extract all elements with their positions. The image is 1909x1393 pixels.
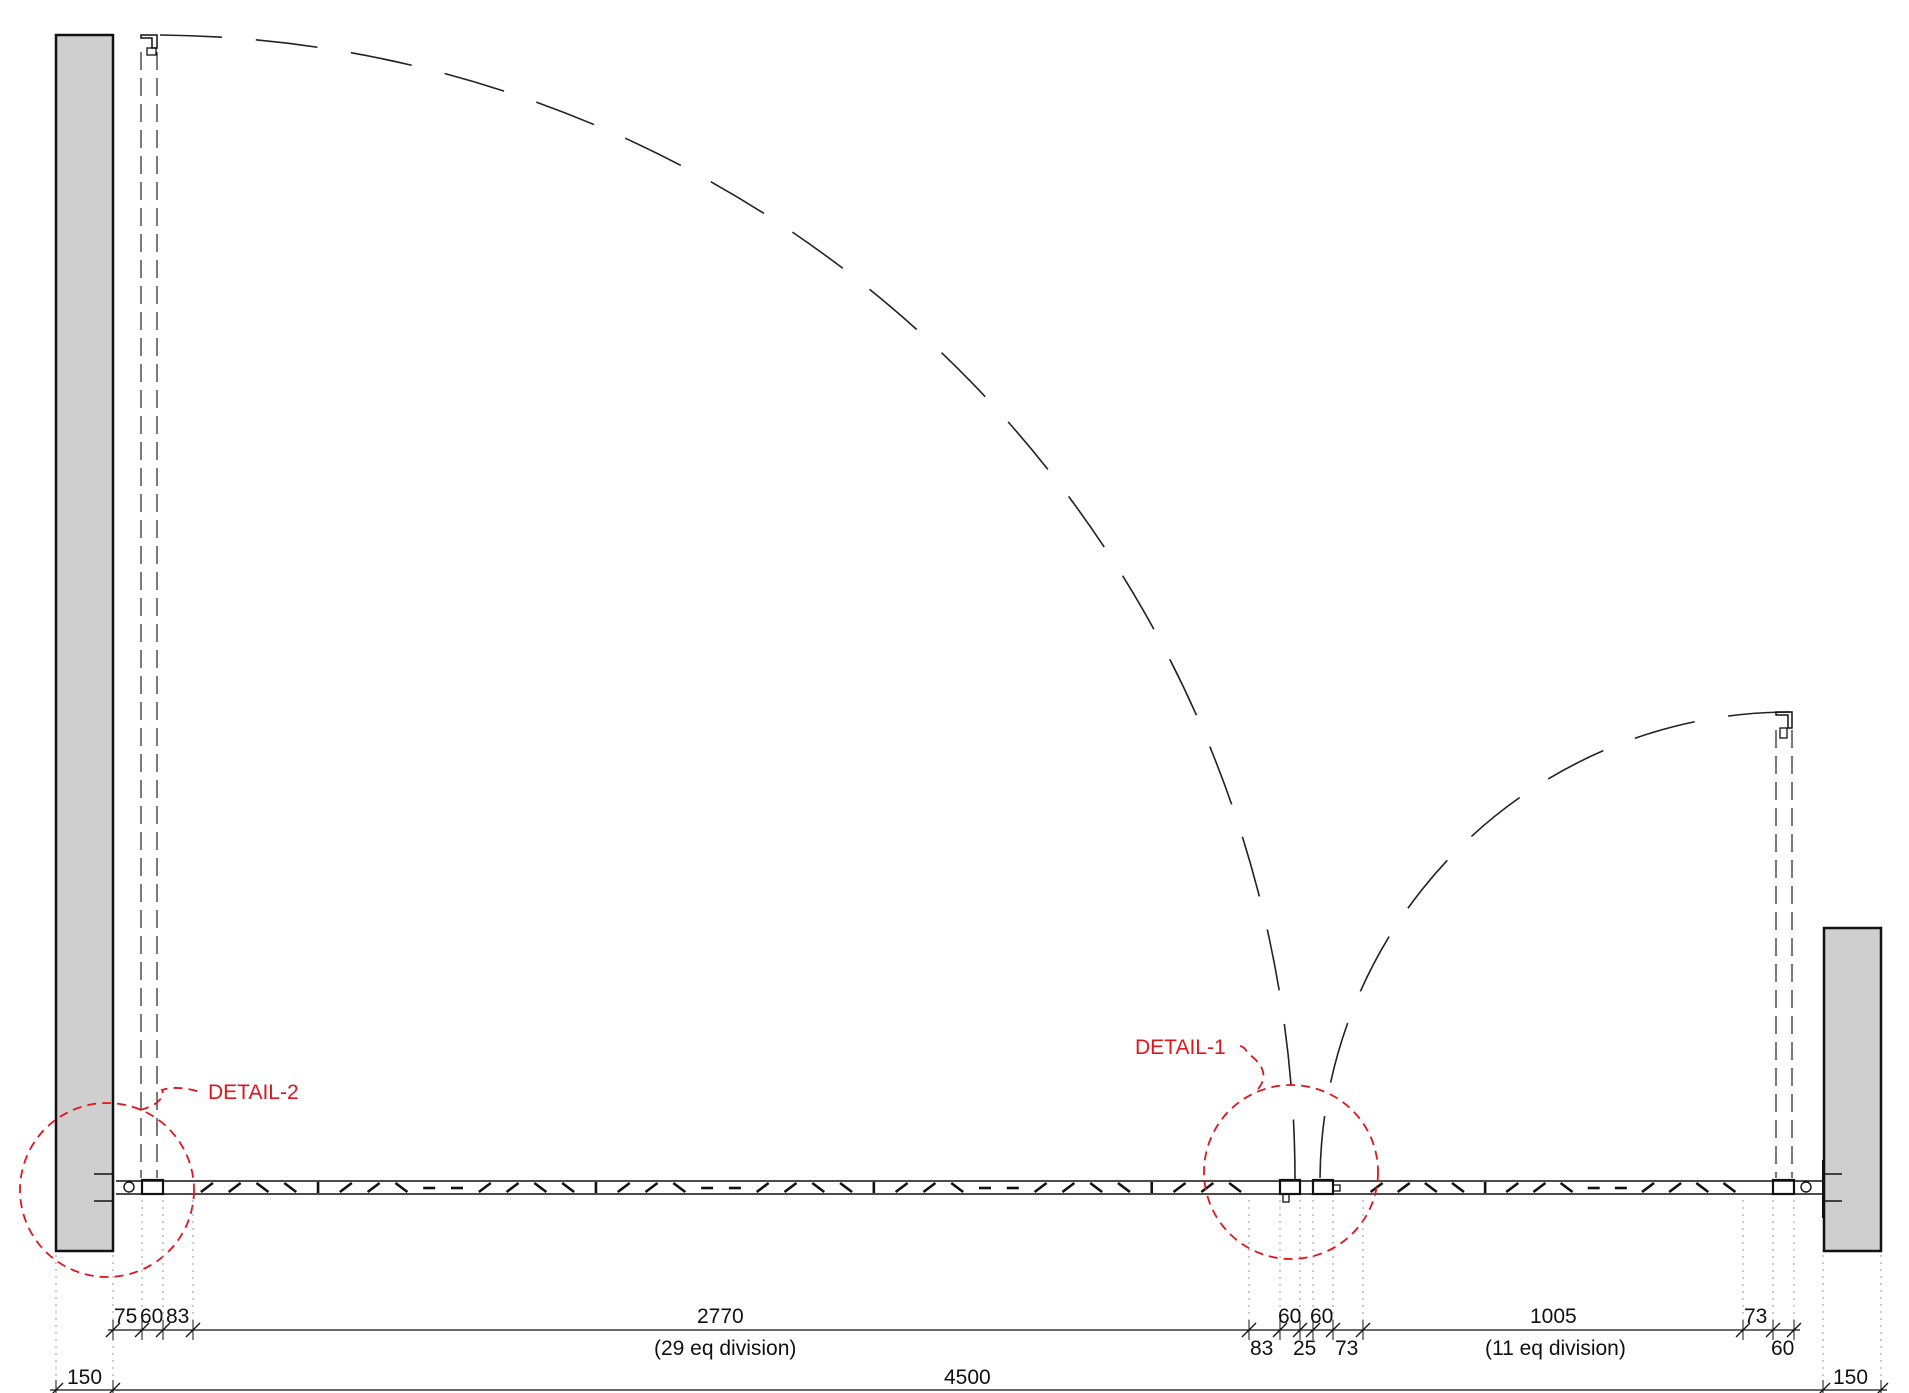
slat	[1668, 1181, 1682, 1194]
dim-4500: 4500	[944, 1366, 991, 1389]
slat	[1505, 1181, 1520, 1194]
slat	[672, 1181, 687, 1194]
slat	[505, 1181, 520, 1194]
slat	[1396, 1181, 1411, 1194]
slat	[755, 1181, 770, 1194]
gate-slats	[200, 1181, 1737, 1194]
slat	[1172, 1181, 1187, 1194]
small-leaf-swing-arc	[1319, 711, 1791, 1186]
slat	[478, 1181, 492, 1194]
dim-1005-note: (11 eq division)	[1485, 1337, 1626, 1360]
slat	[394, 1181, 409, 1194]
dim-150-left: 150	[67, 1366, 102, 1389]
slat	[922, 1181, 937, 1194]
slat	[1228, 1181, 1242, 1194]
slat	[283, 1181, 298, 1194]
dim-83-a: 83	[166, 1305, 189, 1328]
extension-lines	[55, 1200, 1882, 1390]
slat	[1061, 1181, 1076, 1194]
slat	[339, 1181, 353, 1194]
small-leaf-open-position	[1775, 711, 1793, 1178]
slat	[1033, 1181, 1048, 1194]
slat	[227, 1181, 242, 1194]
dim-1005: 1005	[1530, 1305, 1577, 1328]
slat	[1451, 1181, 1465, 1194]
detail-2-label: DETAIL-2	[208, 1081, 299, 1104]
closed-gate-frame	[94, 1160, 1842, 1218]
dim-83-b: 83	[1250, 1337, 1273, 1360]
slat	[1695, 1181, 1710, 1194]
slat	[616, 1181, 631, 1194]
slat	[1532, 1181, 1547, 1194]
dim-25: 25	[1293, 1337, 1316, 1360]
slat	[783, 1181, 798, 1194]
large-leaf-open-position	[140, 34, 158, 1178]
dim-2770-note: (29 eq division)	[654, 1337, 796, 1360]
dim-2770: 2770	[697, 1305, 744, 1328]
right-wall	[1822, 926, 1883, 1253]
dim-73-b: 73	[1744, 1305, 1767, 1328]
slat	[1089, 1181, 1103, 1194]
dim-60-d: 60	[1771, 1337, 1794, 1360]
detail-1-label: DETAIL-1	[1135, 1036, 1226, 1059]
slat	[1200, 1181, 1215, 1194]
slat	[1424, 1181, 1438, 1194]
dim-60-c: 60	[1310, 1305, 1333, 1328]
slat	[1641, 1181, 1655, 1194]
slat	[950, 1181, 964, 1194]
dim-75: 75	[114, 1305, 137, 1328]
left-wall	[54, 33, 115, 1253]
slat	[839, 1181, 853, 1194]
slat	[1117, 1181, 1131, 1194]
slat	[255, 1181, 270, 1194]
slat	[1559, 1181, 1574, 1194]
slat	[644, 1181, 659, 1194]
detail-1-callout: DETAIL-1	[1135, 1036, 1379, 1260]
detail-2-callout: DETAIL-2	[19, 1081, 299, 1278]
slat	[1722, 1181, 1737, 1194]
dim-60-a: 60	[140, 1305, 163, 1328]
slat	[200, 1181, 214, 1194]
dimension-labels: 75 60 83 2770 (29 eq division) 60 60 83 …	[67, 1305, 1868, 1389]
slat	[894, 1181, 909, 1194]
slat	[561, 1181, 575, 1194]
dim-150-right: 150	[1833, 1366, 1868, 1389]
slat	[366, 1181, 381, 1194]
slat	[811, 1181, 826, 1194]
dimension-lines	[50, 1320, 1889, 1393]
dim-73-a: 73	[1335, 1337, 1358, 1360]
large-leaf-swing-arc	[159, 34, 1296, 1186]
slat	[533, 1181, 548, 1194]
dim-60-b: 60	[1278, 1305, 1301, 1328]
